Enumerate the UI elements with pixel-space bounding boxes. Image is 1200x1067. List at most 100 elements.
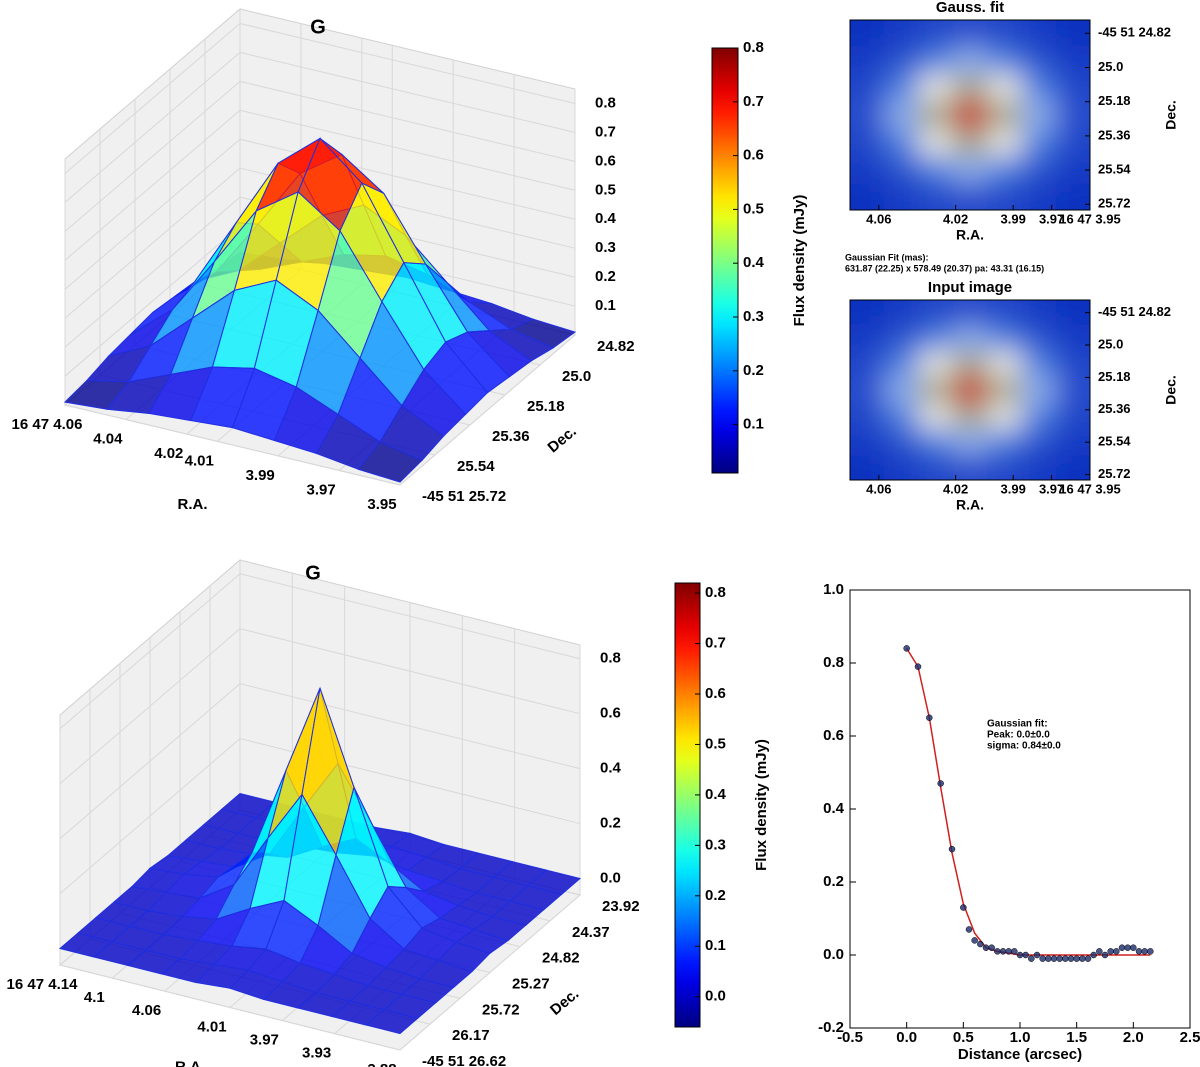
heatmap-cell [952, 325, 989, 353]
x-tick-label: 3.97 [306, 481, 335, 498]
y-tick-label: 24.37 [572, 924, 610, 941]
x-tick-label: 4.06 [132, 1002, 161, 1019]
heatmap-cell [850, 377, 886, 404]
y-tick-label: 25.0 [1098, 59, 1123, 74]
data-point [1141, 948, 1148, 955]
x-tick-label: 4.01 [197, 1018, 226, 1035]
heatmap-cell [850, 325, 886, 353]
heatmap-cell [850, 20, 886, 49]
data-point [960, 904, 967, 911]
heatmap-cell [1055, 325, 1090, 353]
colorbar [711, 47, 739, 474]
data-point [965, 926, 973, 933]
heatmap-cell [850, 351, 886, 379]
x-tick-label: 4.04 [93, 431, 123, 448]
grid-line [64, 109, 241, 261]
data-point [1101, 951, 1109, 959]
z-tick-label: 0.4 [595, 210, 617, 227]
data-point [1062, 955, 1069, 962]
heatmap-cell [1021, 182, 1057, 210]
x-axis-label: R.A. [175, 1058, 205, 1067]
heatmap-cell [987, 300, 1023, 327]
heatmap-cell [884, 155, 920, 184]
y-tick-label: 26.17 [452, 1027, 490, 1044]
colorbar-tick-label: 0.1 [743, 416, 764, 433]
colorbar-tick-label: 0.2 [705, 887, 726, 904]
y-tick-label: 25.72 [1098, 466, 1131, 481]
data-point [977, 940, 984, 948]
heatmap-cell [987, 325, 1023, 353]
data-point [1084, 955, 1092, 962]
data-point [1016, 951, 1024, 959]
data-point [1033, 951, 1041, 959]
colorbar-tick-label: 0.4 [705, 786, 727, 803]
data-point [1107, 948, 1114, 955]
grid-line [239, 22, 576, 104]
annotation: Gaussian Fit (mas): [845, 252, 929, 262]
x-tick-label: 4.06 [866, 481, 891, 496]
heatmap-cell [918, 325, 954, 353]
heatmap-cell [1055, 300, 1090, 327]
grid-line [399, 334, 576, 486]
data-point [1079, 955, 1086, 962]
heatmap-cell [952, 428, 989, 456]
plot-frame [849, 299, 1091, 481]
z-tick-label: 0.7 [595, 123, 616, 140]
grid-line [59, 628, 241, 785]
heatmap-cell [1021, 402, 1057, 430]
heatmap-cell [850, 74, 886, 103]
heatmap-cell [952, 182, 989, 210]
heatmap-cell [987, 47, 1023, 76]
y-tick-label: 0.2 [823, 873, 844, 890]
heatmap-clip [850, 20, 1090, 210]
colorbar-tick-label: 0.5 [705, 735, 726, 752]
x-tick-label: 4.02 [943, 481, 968, 496]
heatmap-cell [918, 428, 954, 456]
colorbar-label: Flux density (mJy) [753, 739, 770, 871]
heatmap-cell [987, 454, 1023, 480]
z-tick-label: 0.8 [595, 94, 616, 111]
heatmap-cell [1055, 351, 1090, 379]
heatmap-cell [987, 351, 1023, 379]
heatmap-cell [1021, 20, 1057, 49]
data-point [1050, 955, 1058, 962]
z-tick-label: 0.2 [595, 268, 616, 285]
colorbar-label: Flux density (mJy) [791, 195, 808, 327]
data-point [1067, 955, 1075, 962]
heatmap-cell [884, 128, 920, 157]
data-point [971, 937, 978, 944]
heatmap-cell [952, 377, 989, 404]
grid-line [64, 225, 241, 377]
z-tick-label: 0.6 [600, 705, 621, 722]
heatmap-cell [952, 402, 989, 430]
heatmap-cell [918, 402, 954, 430]
data-point [1130, 944, 1137, 951]
x-tick-label: 3.97 [250, 1032, 279, 1049]
heatmap-cell [1021, 101, 1057, 130]
y-tick-label: 0.8 [823, 654, 844, 671]
grid-line [239, 80, 576, 162]
heatmap-cell [918, 182, 954, 210]
x-tick-label: 0.5 [953, 1029, 974, 1046]
heatmap-cell [850, 402, 886, 430]
x-tick-label: 1.0 [1010, 1029, 1031, 1046]
colorbar-tick-label: 0.6 [743, 147, 764, 164]
x-tick-label: 3.95 [367, 496, 396, 513]
heatmap-cell [850, 101, 886, 130]
heatmap-cell [1021, 351, 1057, 379]
heatmap-cell [987, 101, 1023, 130]
x-tick-label: 16 47 4.14 [7, 976, 79, 993]
y-tick-label: 25.27 [512, 975, 550, 992]
x-tick-label: 3.93 [302, 1045, 331, 1062]
heatmap-cell [987, 74, 1023, 103]
heatmap-cell [987, 20, 1023, 49]
heatmap-cell [884, 182, 920, 210]
data-point [1096, 948, 1103, 955]
x-tick-label: 3.88 [367, 1061, 396, 1067]
data-point [948, 845, 956, 853]
grid-line [239, 109, 576, 191]
heatmap-cell [850, 47, 886, 76]
x-tick-label: -0.5 [837, 1029, 863, 1046]
y-axis-label: Dec. [1163, 100, 1179, 130]
